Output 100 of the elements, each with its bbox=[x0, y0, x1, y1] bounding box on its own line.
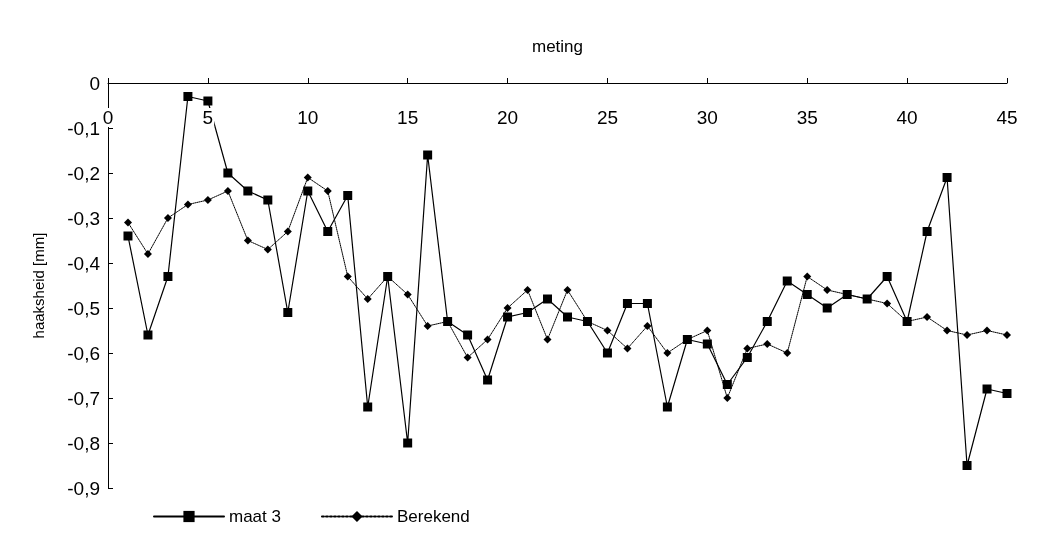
point bbox=[622, 299, 632, 308]
point bbox=[762, 317, 772, 326]
y-tick-label: 0 bbox=[89, 72, 100, 94]
point bbox=[883, 299, 892, 308]
point bbox=[882, 272, 892, 281]
point bbox=[243, 236, 252, 245]
point bbox=[403, 438, 413, 448]
x-tick-label: 5 bbox=[202, 107, 214, 128]
y-tick-label: -0,1 bbox=[67, 117, 100, 139]
point bbox=[423, 322, 432, 330]
point bbox=[343, 191, 353, 200]
point bbox=[503, 312, 513, 322]
point bbox=[1002, 389, 1012, 398]
point bbox=[263, 245, 272, 254]
point bbox=[1003, 331, 1011, 339]
point bbox=[123, 231, 133, 241]
point bbox=[923, 313, 932, 321]
point bbox=[243, 186, 253, 196]
y-tick-label: -0,2 bbox=[67, 162, 100, 184]
point bbox=[983, 326, 992, 335]
point bbox=[943, 326, 952, 335]
point bbox=[223, 187, 232, 195]
x-tick-label: 40 bbox=[896, 107, 918, 128]
point bbox=[223, 168, 233, 178]
point bbox=[782, 276, 792, 286]
point bbox=[623, 344, 632, 353]
point bbox=[403, 290, 412, 299]
point bbox=[523, 308, 533, 317]
point bbox=[603, 326, 612, 335]
x-tick-label: 0 bbox=[102, 107, 114, 128]
point bbox=[922, 227, 932, 236]
x-tick-label: 20 bbox=[496, 107, 519, 128]
point bbox=[543, 294, 553, 304]
point bbox=[662, 402, 672, 412]
y-tick-label: -0,8 bbox=[67, 432, 100, 454]
point bbox=[503, 304, 512, 312]
y-tick-label: -0,4 bbox=[67, 252, 101, 274]
point bbox=[123, 218, 132, 227]
point bbox=[643, 322, 652, 330]
point bbox=[702, 339, 712, 349]
point bbox=[982, 384, 992, 394]
point bbox=[543, 335, 552, 344]
point bbox=[743, 344, 752, 353]
x-tick-label: 15 bbox=[397, 107, 419, 128]
point bbox=[802, 290, 812, 299]
point bbox=[823, 286, 832, 294]
point bbox=[602, 348, 612, 358]
point bbox=[523, 286, 532, 294]
point bbox=[803, 272, 812, 281]
point bbox=[323, 187, 332, 195]
x-tick-label: 45 bbox=[996, 107, 1018, 128]
x-tick-label: 25 bbox=[596, 107, 619, 128]
point bbox=[483, 335, 492, 344]
point bbox=[963, 331, 972, 339]
point bbox=[703, 326, 712, 335]
point bbox=[303, 186, 313, 196]
point bbox=[283, 308, 293, 317]
legend-label: Berekend bbox=[396, 507, 470, 526]
x-tick-label: 35 bbox=[796, 107, 818, 128]
point bbox=[163, 214, 172, 222]
point bbox=[722, 380, 732, 389]
x-tick-label: 30 bbox=[696, 107, 718, 128]
point bbox=[562, 312, 572, 322]
y-tick-label: -0,3 bbox=[67, 207, 100, 229]
point bbox=[203, 196, 212, 204]
point bbox=[163, 272, 173, 281]
point bbox=[143, 330, 153, 340]
y-tick-label: -0,9 bbox=[67, 477, 100, 499]
point bbox=[423, 150, 433, 160]
point bbox=[463, 330, 473, 340]
point bbox=[822, 303, 832, 313]
point bbox=[263, 195, 273, 205]
point bbox=[343, 272, 352, 281]
point bbox=[283, 227, 292, 236]
point bbox=[783, 349, 792, 357]
point bbox=[303, 173, 312, 182]
point bbox=[563, 286, 572, 294]
point bbox=[962, 461, 972, 470]
point bbox=[363, 402, 373, 412]
point bbox=[483, 375, 493, 385]
y-tick-label: -0,5 bbox=[67, 297, 100, 319]
point bbox=[463, 353, 472, 362]
x-tick-label: 10 bbox=[297, 107, 319, 128]
point bbox=[942, 173, 952, 182]
point bbox=[663, 349, 672, 357]
point bbox=[183, 200, 192, 209]
point bbox=[363, 295, 372, 303]
point bbox=[642, 299, 652, 308]
point bbox=[203, 96, 213, 106]
legend-label: maat 3 bbox=[229, 507, 281, 526]
point bbox=[143, 250, 152, 258]
y-tick-label: -0,7 bbox=[67, 387, 100, 409]
point bbox=[323, 227, 333, 236]
point bbox=[723, 394, 732, 402]
point bbox=[763, 340, 772, 348]
x-axis-title: meting bbox=[531, 37, 584, 56]
y-axis-title: haaksheid [mm] bbox=[30, 232, 47, 339]
y-tick-label: -0,6 bbox=[67, 342, 100, 364]
point bbox=[742, 353, 752, 362]
point bbox=[183, 92, 193, 101]
